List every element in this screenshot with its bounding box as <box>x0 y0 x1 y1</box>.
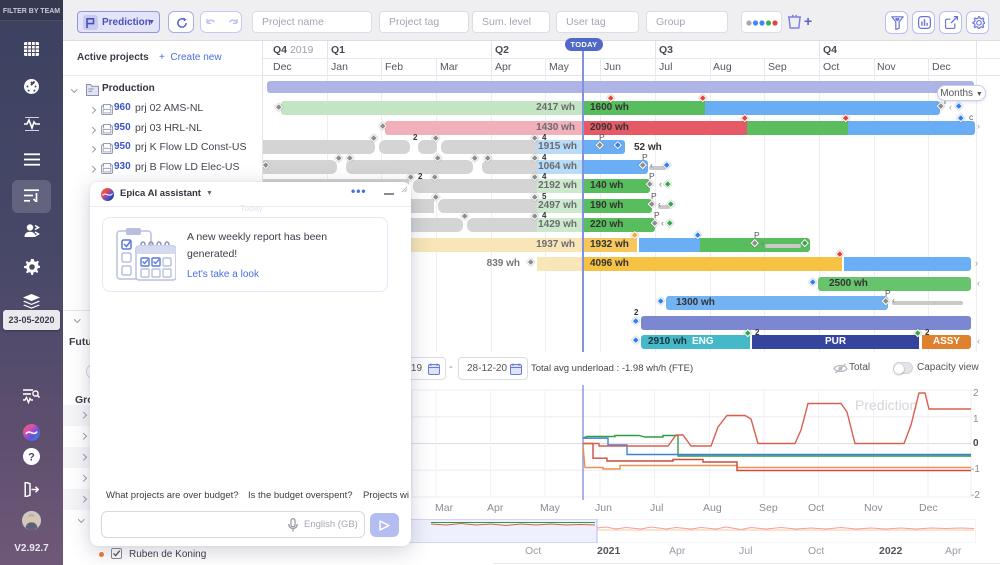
svg-text:?: ? <box>28 452 35 464</box>
svg-text:Prediction: Prediction <box>855 397 917 413</box>
